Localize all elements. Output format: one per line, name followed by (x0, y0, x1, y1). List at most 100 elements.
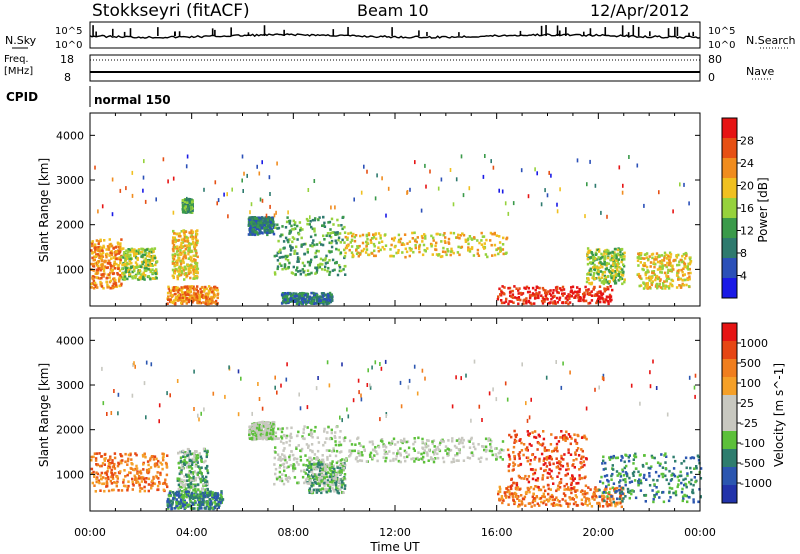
range-cell (669, 253, 673, 256)
range-cell (358, 442, 361, 445)
range-cell (381, 176, 383, 181)
range-cell (315, 255, 318, 258)
range-cell (637, 264, 640, 267)
range-cell (355, 249, 358, 252)
range-cell (173, 292, 177, 296)
range-cell (210, 297, 213, 301)
range-cell (130, 247, 134, 251)
range-cell (122, 253, 126, 256)
range-cell (685, 283, 688, 287)
range-cell (181, 266, 184, 270)
range-cell (212, 506, 216, 509)
range-cell (421, 240, 424, 243)
range-cell (330, 250, 333, 253)
range-cell (196, 456, 200, 460)
range-cell (151, 479, 154, 483)
range-cell (128, 274, 131, 278)
range-cell (260, 426, 263, 430)
range-cell (467, 246, 470, 249)
range-cell (312, 488, 316, 492)
range-cell (516, 298, 519, 301)
range-cell (592, 259, 595, 262)
range-cell (403, 233, 407, 236)
range-cell (319, 488, 322, 491)
range-cell (190, 234, 193, 237)
range-cell (180, 467, 183, 470)
range-cell (128, 471, 131, 474)
range-cell (223, 192, 225, 197)
range-cell (348, 455, 351, 458)
range-cell (571, 292, 575, 295)
range-cell (331, 478, 334, 482)
range-cell (126, 262, 129, 265)
range-cell (111, 177, 114, 182)
range-cell (346, 244, 350, 248)
range-cell (205, 480, 209, 483)
range-cell (500, 291, 503, 294)
range-cell (178, 265, 181, 269)
range-cell (589, 249, 592, 253)
range-cell (271, 437, 274, 441)
range-cell (194, 455, 197, 459)
range-cell (154, 263, 157, 267)
range-cell (134, 261, 138, 264)
power-heatmap (90, 154, 693, 306)
range-cell (110, 257, 113, 260)
range-cell (378, 241, 381, 244)
range-cell (570, 286, 573, 289)
range-cell (603, 259, 606, 262)
range-cell (202, 479, 205, 482)
range-cell (109, 279, 113, 283)
range-cell (212, 301, 215, 304)
range-cell (318, 473, 321, 476)
range-cell (94, 262, 97, 265)
range-cell (285, 434, 289, 438)
range-cell (330, 217, 334, 221)
range-cell (186, 154, 189, 159)
range-cell (328, 250, 331, 254)
range-cell (550, 294, 553, 297)
range-cell (251, 216, 254, 219)
range-cell (194, 478, 197, 482)
range-cell (97, 249, 100, 253)
range-cell (184, 203, 187, 206)
range-cell (643, 203, 645, 208)
range-cell (658, 265, 662, 268)
range-cell (108, 243, 111, 246)
range-cell (93, 283, 96, 287)
range-cell (555, 296, 559, 300)
range-cell (311, 435, 314, 439)
range-cell (103, 482, 106, 485)
range-cell (172, 210, 175, 215)
range-cell (328, 234, 331, 238)
range-cell (280, 430, 284, 434)
range-cell (108, 463, 111, 466)
range-cell (527, 286, 530, 290)
range-cell (298, 257, 301, 260)
velocity-heatmap (90, 359, 703, 511)
range-cell (121, 459, 124, 462)
range-cell (519, 291, 522, 295)
range-cell (639, 257, 642, 260)
range-cell (600, 276, 604, 279)
range-cell (273, 223, 276, 226)
noise-tick-top-right: 10^5 (708, 26, 735, 37)
range-cell (191, 501, 194, 505)
range-cell (338, 470, 341, 473)
range-cell (187, 300, 191, 304)
range-cell (358, 253, 362, 256)
range-cell (192, 483, 195, 487)
range-cell (289, 432, 293, 436)
range-cell (176, 477, 179, 480)
y-tick-label: 3000 (56, 174, 84, 187)
range-cell (593, 286, 596, 289)
range-cell (199, 504, 203, 507)
range-cell (168, 289, 171, 293)
range-cell (400, 243, 404, 246)
range-cell (272, 232, 276, 236)
range-cell (552, 301, 555, 304)
range-cell (338, 269, 341, 273)
range-cell (253, 231, 256, 234)
range-cell (194, 249, 197, 252)
range-cell (314, 233, 317, 237)
